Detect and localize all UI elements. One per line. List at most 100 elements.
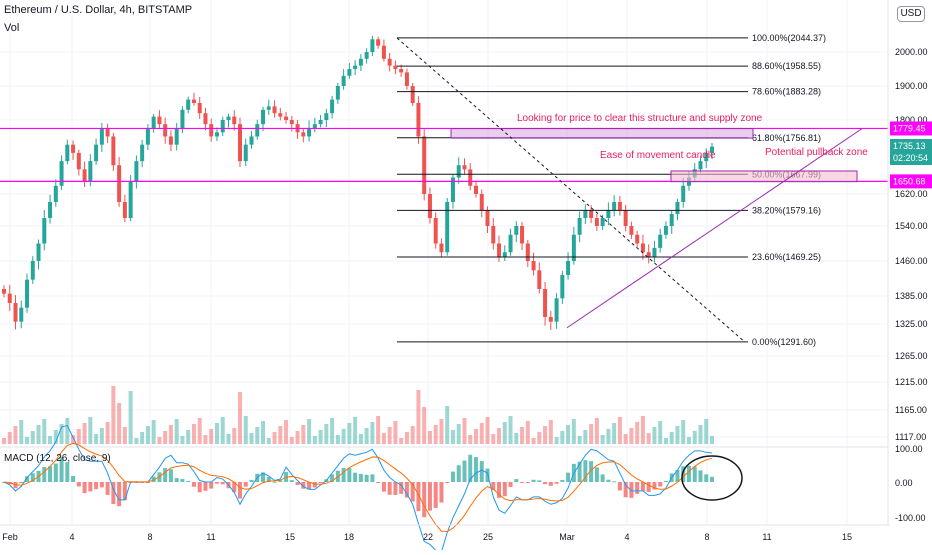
volume-bar — [358, 434, 363, 444]
macd-histogram-bar — [42, 467, 47, 482]
macd-histogram-bar — [422, 482, 427, 518]
candle-body — [416, 103, 421, 137]
volume-bar — [404, 432, 409, 444]
macd-histogram-bar — [543, 482, 548, 485]
macd-histogram-bar — [606, 479, 611, 482]
volume-bar — [25, 437, 30, 444]
annotation-supply: Looking for price to clear this structur… — [517, 113, 763, 124]
macd-histogram-bar — [399, 482, 404, 494]
volume-bar — [36, 425, 41, 444]
volume-bar — [583, 430, 588, 444]
candle-body — [422, 136, 427, 194]
volume-bar — [548, 420, 553, 444]
volume-bar — [99, 428, 104, 444]
candle-body — [525, 243, 530, 261]
candle-body — [88, 161, 93, 182]
time-tick-label: 4 — [624, 532, 629, 542]
candle-body — [174, 128, 179, 145]
macd-histogram-bar — [663, 480, 668, 482]
macd-histogram-bar — [111, 482, 116, 504]
macd-tick-label: -100.00 — [895, 513, 926, 523]
macd-histogram-bar — [416, 482, 421, 512]
price-tick-label: 2000.00 — [895, 47, 928, 57]
candle-body — [358, 58, 363, 66]
volume-bar — [646, 433, 651, 444]
volume-bar — [577, 436, 582, 444]
candle-body — [203, 113, 208, 125]
candle-body — [255, 124, 260, 137]
volume-bar — [157, 437, 162, 444]
volume-bar — [502, 422, 507, 444]
volume-bar — [462, 418, 467, 444]
volume-bar — [180, 436, 185, 444]
fib-level-label: 0.00%(1291.60) — [752, 337, 816, 347]
macd-histogram-bar — [474, 457, 478, 482]
macd-histogram-bar — [381, 482, 386, 492]
volume-bar — [186, 430, 191, 444]
time-tick-label: 4 — [69, 532, 74, 542]
candle-body — [479, 194, 484, 210]
macd-histogram-bar — [439, 482, 444, 503]
fib-level-label: 61.80%(1756.81) — [752, 133, 821, 143]
macd-histogram-bar — [307, 482, 312, 490]
volume-bar — [82, 423, 87, 444]
macd-panel — [0, 424, 888, 553]
candle-body — [566, 261, 571, 275]
candle-body — [497, 243, 502, 257]
volume-bar — [312, 436, 317, 444]
candle-body — [491, 226, 496, 244]
fib-level-label: 23.60%(1469.25) — [752, 252, 821, 262]
candle-body — [623, 210, 628, 226]
signal-line — [3, 442, 713, 533]
candle-body — [571, 234, 576, 261]
volume-bar — [284, 420, 289, 444]
macd-histogram-bar — [117, 482, 122, 507]
time-tick-label: 25 — [483, 532, 493, 542]
candles — [2, 35, 714, 330]
volume-bar — [698, 425, 703, 444]
grid — [0, 0, 888, 525]
candle-body — [266, 106, 271, 110]
annotation-pullback: Potential pullback zone — [765, 147, 868, 158]
price-tick-label: 1117.00 — [895, 432, 926, 442]
macd-histogram-bar — [681, 466, 686, 482]
macd-histogram-bar — [450, 471, 455, 482]
macd-histogram-bar — [364, 474, 369, 482]
candle-body — [531, 261, 536, 271]
volume-bar — [686, 437, 691, 444]
time-tick-label: 22 — [423, 532, 433, 542]
candle-body — [710, 146, 714, 153]
candle-body — [629, 226, 634, 235]
macd-histogram-bar — [301, 482, 306, 489]
annotation-ease: Ease of movement candle — [600, 150, 716, 161]
candle-body — [2, 289, 6, 294]
currency-button[interactable]: USD — [897, 6, 925, 22]
macd-histogram-bar — [330, 474, 335, 482]
macd-tick-label: 0.00 — [895, 478, 913, 488]
candle-body — [341, 75, 346, 86]
macd-histogram-bar — [629, 482, 634, 498]
volume-bar — [658, 421, 663, 444]
candle-body — [191, 99, 196, 103]
candle-body — [652, 247, 657, 257]
candle-body — [658, 234, 663, 248]
volume-bar — [600, 435, 605, 444]
axes: 2000.001900.001800.001620.001540.001460.… — [0, 0, 932, 542]
volume-bar — [485, 417, 490, 444]
time-tick-label: 8 — [704, 532, 709, 542]
lower-level-label: 1650.68 — [893, 176, 926, 186]
candle-body — [387, 58, 392, 66]
current-price-label: 1735.13 — [893, 141, 926, 151]
volume-bar — [278, 426, 283, 444]
candle-body — [65, 144, 70, 162]
candle-body — [370, 39, 375, 52]
upper-level-label: 1779.45 — [893, 123, 926, 133]
candle-body — [36, 243, 41, 261]
volume-bar — [416, 390, 421, 444]
volume-bar — [566, 425, 571, 444]
macd-histogram-bar — [232, 482, 237, 493]
candle-body — [111, 136, 116, 166]
macd-histogram-bar — [278, 480, 283, 482]
